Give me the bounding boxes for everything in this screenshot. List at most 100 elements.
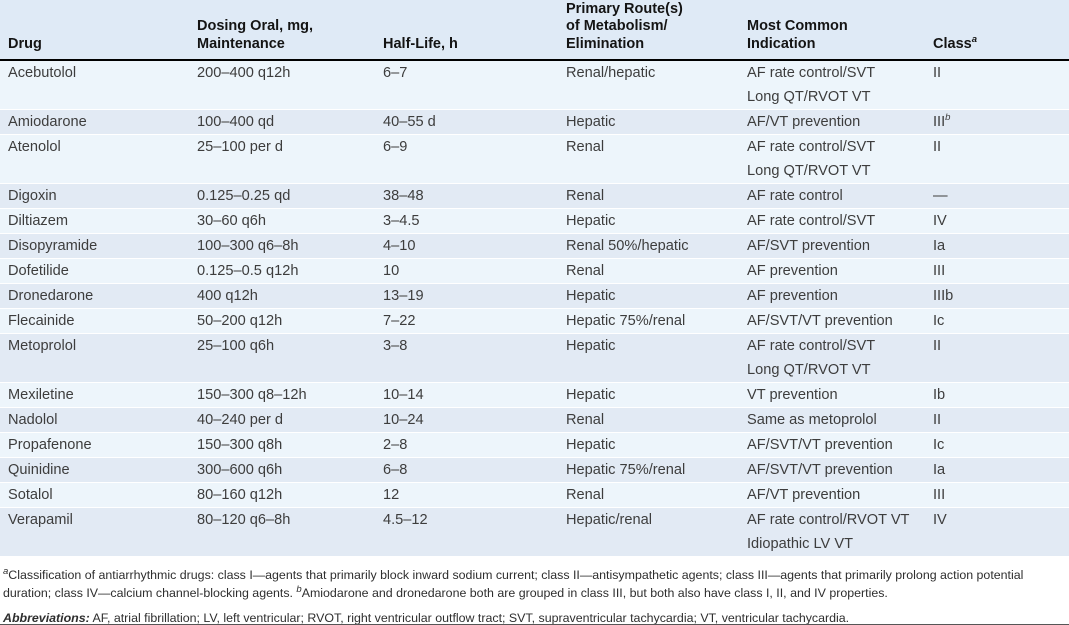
- footnotes-section: aClassification of antiarrhythmic drugs:…: [0, 557, 1069, 625]
- drug-cell: Sotalol: [8, 487, 53, 503]
- half-life-cell: 38–48: [383, 188, 424, 204]
- footnote-sup-b: b: [296, 583, 302, 595]
- class-cell: IV: [933, 213, 947, 229]
- half-life-cell: 40–55 d: [383, 114, 436, 130]
- half-life-cell: 3–8: [383, 338, 408, 354]
- route-cell: Hepatic 75%/renal: [566, 313, 686, 329]
- dosing-cell: 0.125–0.25 qd: [197, 188, 291, 204]
- abbreviations-label: Abbreviations:: [3, 611, 90, 625]
- table-row: Quinidine 300–600 q6h 6–8 Hepatic 75%/renal…: [0, 457, 1069, 483]
- dosing-cell: 25–100 q6h: [197, 338, 275, 354]
- indication-cell: AF rate control/SVT Long QT/RVOT VT: [747, 139, 876, 179]
- table-row: Sotalol 80–160 q12h 12 Renal AF/VT preventio…: [0, 482, 1069, 508]
- dosing-cell: 30–60 q6h: [197, 213, 266, 229]
- indication-cell: AF/VT prevention: [747, 487, 861, 503]
- half-life-cell: 4.5–12: [383, 512, 428, 528]
- class-cell: II: [933, 412, 942, 428]
- route-cell: Renal 50%/hepatic: [566, 238, 689, 254]
- indication-cell: AF prevention: [747, 263, 838, 279]
- indication-cell: AF/VT prevention: [747, 114, 861, 130]
- route-cell: Renal: [566, 139, 605, 155]
- dosing-cell: 50–200 q12h: [197, 313, 283, 329]
- class-sup: b: [945, 112, 951, 124]
- half-life-cell: 6–7: [383, 65, 408, 81]
- indication-cell: AF prevention: [747, 288, 838, 304]
- dosing-cell: 150–300 q8h: [197, 437, 283, 453]
- route-cell: Renal: [566, 487, 605, 503]
- drug-cell: Mexiletine: [8, 387, 74, 403]
- indication-cell: AF rate control: [747, 188, 843, 204]
- footnote-classification-text-2: Amiodarone and dronedarone both are grou…: [301, 585, 888, 600]
- dosing-cell: 100–400 qd: [197, 114, 275, 130]
- dosing-cell: 200–400 q12h: [197, 65, 291, 81]
- column-header-dosing: Dosing Oral, mg, Maintenance: [197, 0, 383, 61]
- dosing-cell: 150–300 q8–12h: [197, 387, 307, 403]
- indication-cell: AF rate control/SVT Long QT/RVOT VT: [747, 65, 876, 105]
- drug-cell: Verapamil: [8, 512, 73, 528]
- indication-cell: AF rate control/RVOT VT Idiopathic LV VT: [747, 512, 910, 552]
- drug-cell: Diltiazem: [8, 213, 69, 229]
- dosing-cell: 0.125–0.5 q12h: [197, 263, 299, 279]
- table-header-row: Drug Dosing Oral, mg, Maintenance Half-Life…: [0, 0, 1069, 61]
- class-cell: II: [933, 139, 942, 155]
- half-life-cell: 6–9: [383, 139, 408, 155]
- table-row: Mexiletine 150–300 q8–12h 10–14 Hepatic VT p…: [0, 382, 1069, 408]
- drug-cell: Flecainide: [8, 313, 75, 329]
- indication-cell: AF/SVT/VT prevention: [747, 437, 893, 453]
- class-cell: IIIb: [933, 112, 951, 130]
- class-cell: II: [933, 338, 942, 354]
- indication-cell: AF/SVT/VT prevention: [747, 462, 893, 478]
- footnote-classification-text-1: Classification of antiarrhythmic drugs: …: [3, 568, 1024, 600]
- route-cell: Hepatic: [566, 338, 616, 354]
- drug-cell: Dronedarone: [8, 288, 94, 304]
- class-cell: Ic: [933, 437, 945, 453]
- route-cell: Hepatic: [566, 437, 616, 453]
- class-cell: —: [933, 188, 948, 204]
- table-row: Flecainide 50–200 q12h 7–22 Hepatic 75%/ren…: [0, 308, 1069, 334]
- class-cell: Ic: [933, 313, 945, 329]
- half-life-cell: 6–8: [383, 462, 408, 478]
- dosing-cell: 400 q12h: [197, 288, 258, 304]
- indication-cell: AF/SVT prevention: [747, 238, 871, 254]
- half-life-cell: 7–22: [383, 313, 416, 329]
- half-life-cell: 10–24: [383, 412, 424, 428]
- drugs-table: Drug Dosing Oral, mg, Maintenance Half-Life…: [0, 0, 1069, 557]
- route-cell: Hepatic: [566, 114, 616, 130]
- indication-cell: AF rate control/SVT: [747, 213, 876, 229]
- table-row: Diltiazem 30–60 q6h 3–4.5 Hepatic AF rate co…: [0, 208, 1069, 234]
- footnote-sup-a: a: [3, 565, 9, 577]
- table-row: Metoprolol 25–100 q6h 3–8 Hepatic AF rate co…: [0, 333, 1069, 383]
- indication-cell: VT prevention: [747, 387, 838, 403]
- drug-cell: Quinidine: [8, 462, 70, 478]
- table-row: Acebutolol 200–400 q12h 6–7 Renal/hepatic AF…: [0, 60, 1069, 110]
- column-header-drug: Drug: [0, 0, 197, 61]
- half-life-cell: 3–4.5: [383, 213, 420, 229]
- table-row: Atenolol 25–100 per d 6–9 Renal AF rate cont…: [0, 134, 1069, 184]
- class-cell: Ib: [933, 387, 946, 403]
- class-cell: III: [933, 263, 946, 279]
- column-header-indication: Most Common Indication: [747, 0, 933, 61]
- column-header-route: Primary Route(s) of Metabolism/Eliminatio…: [566, 0, 747, 61]
- drug-cell: Propafenone: [8, 437, 92, 453]
- table-row: Nadolol 40–240 per d 10–24 Renal Same as met…: [0, 407, 1069, 433]
- indication-cell: Same as metoprolol: [747, 412, 877, 428]
- route-cell: Renal: [566, 412, 605, 428]
- table-row: Verapamil 80–120 q6–8h 4.5–12 Hepatic/renal…: [0, 507, 1069, 557]
- class-cell: II: [933, 65, 942, 81]
- class-cell: IV: [933, 512, 947, 528]
- dosing-cell: 80–160 q12h: [197, 487, 283, 503]
- class-cell: Ia: [933, 238, 946, 254]
- column-header-half_life: Half-Life, h: [383, 0, 566, 61]
- drug-cell: Dofetilide: [8, 263, 69, 279]
- drug-cell: Nadolol: [8, 412, 58, 428]
- table-row: Dronedarone 400 q12h 13–19 Hepatic AF preven…: [0, 283, 1069, 309]
- table-row: Dofetilide 0.125–0.5 q12h 10 Renal AF preven…: [0, 258, 1069, 284]
- half-life-cell: 4–10: [383, 238, 416, 254]
- class-cell: IIIb: [933, 288, 954, 304]
- drug-cell: Disopyramide: [8, 238, 98, 254]
- table-body: Acebutolol 200–400 q12h 6–7 Renal/hepatic AF…: [0, 60, 1069, 557]
- table-row: Disopyramide 100–300 q6–8h 4–10 Renal 50%/h…: [0, 233, 1069, 259]
- drug-cell: Digoxin: [8, 188, 57, 204]
- drug-cell: Acebutolol: [8, 65, 77, 81]
